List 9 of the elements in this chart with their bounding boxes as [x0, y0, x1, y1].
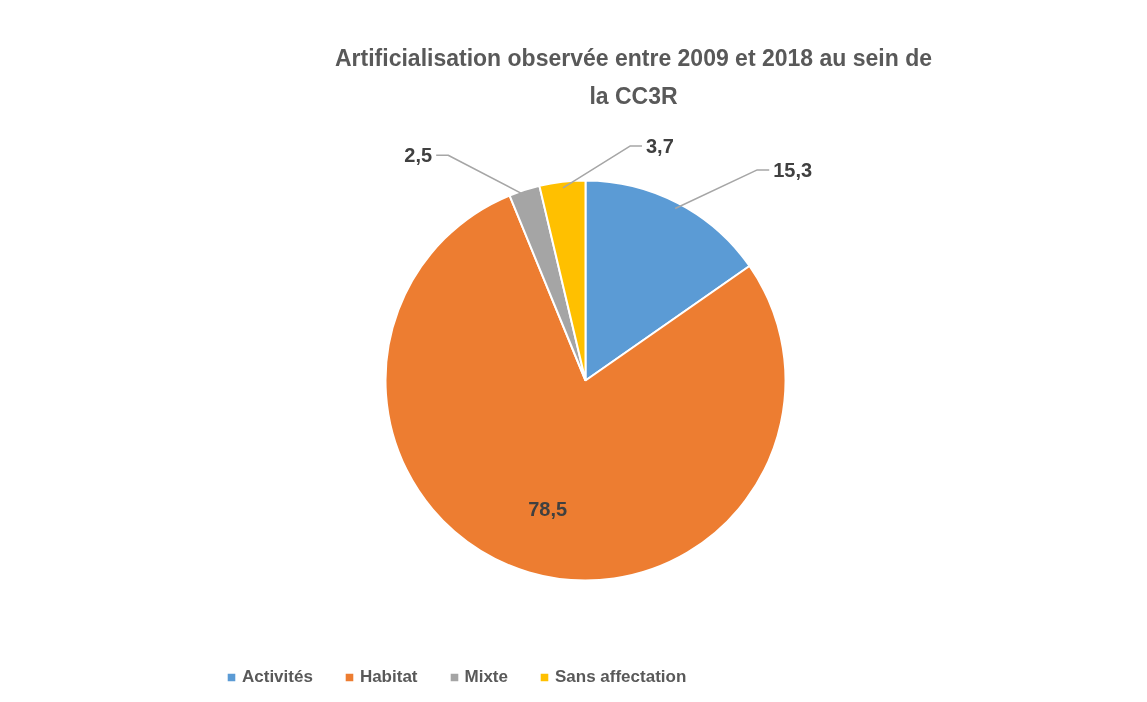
data-label: 15,3 [773, 158, 813, 181]
legend-label: Habitat [359, 667, 418, 687]
legend-label: Activités [242, 667, 313, 687]
data-label: 78,5 [528, 498, 568, 521]
data-label: 3,7 [645, 135, 674, 158]
legend-label: Mixte [464, 667, 508, 687]
legend-label: Sans affectation [554, 667, 687, 687]
chart-title: Artificialisation observée entre 2009 et 2018 au sein de la CC3R [335, 44, 933, 109]
data-label: 2,5 [404, 144, 433, 167]
